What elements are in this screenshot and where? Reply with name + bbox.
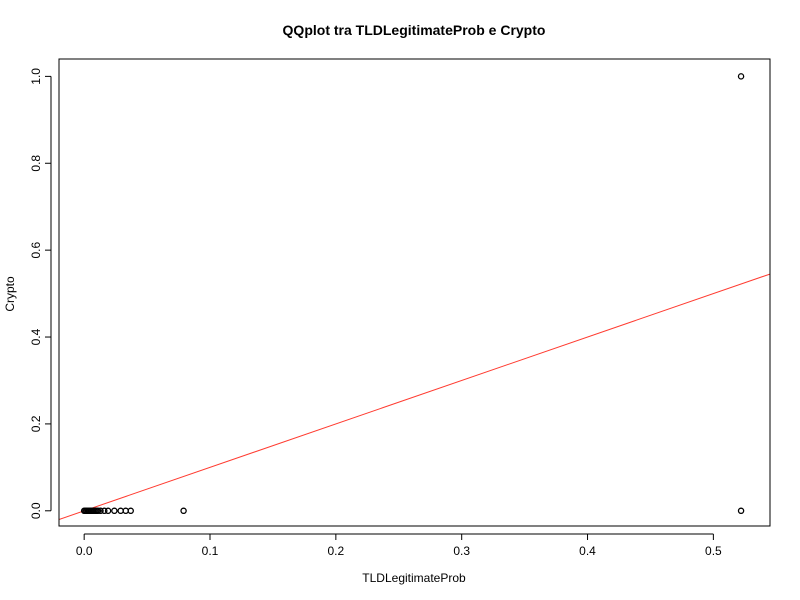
y-tick-label: 0.8: [29, 155, 43, 172]
y-axis-label: Crypto: [3, 276, 17, 312]
y-tick-label: 0.0: [29, 502, 43, 519]
data-point: [737, 73, 745, 80]
data-point: [111, 507, 118, 515]
reference-line: [59, 273, 770, 520]
x-axis-label: TLDLegitimateProb: [362, 571, 466, 585]
x-tick-label: 0.5: [705, 544, 722, 558]
y-tick-label: 0.6: [29, 241, 43, 258]
x-tick-label: 0.3: [453, 544, 470, 558]
data-point: [737, 507, 745, 515]
plot-frame: [58, 58, 771, 527]
data-point: [180, 507, 187, 515]
data-point: [101, 507, 108, 515]
data-point: [97, 507, 104, 515]
chart-title: QQplot tra TLDLegitimateProb e Crypto: [283, 22, 546, 38]
x-tick-label: 0.2: [328, 544, 345, 558]
data-point: [94, 507, 102, 515]
x-tick-label: 0.0: [76, 544, 93, 558]
x-tick-label: 0.4: [579, 544, 596, 558]
y-tick-label: 0.2: [29, 415, 43, 432]
y-tick-label: 0.4: [29, 328, 43, 345]
y-tick-label: 1.0: [29, 68, 43, 85]
x-tick-label: 0.1: [202, 544, 219, 558]
data-point: [104, 507, 112, 515]
data-point: [127, 507, 134, 515]
